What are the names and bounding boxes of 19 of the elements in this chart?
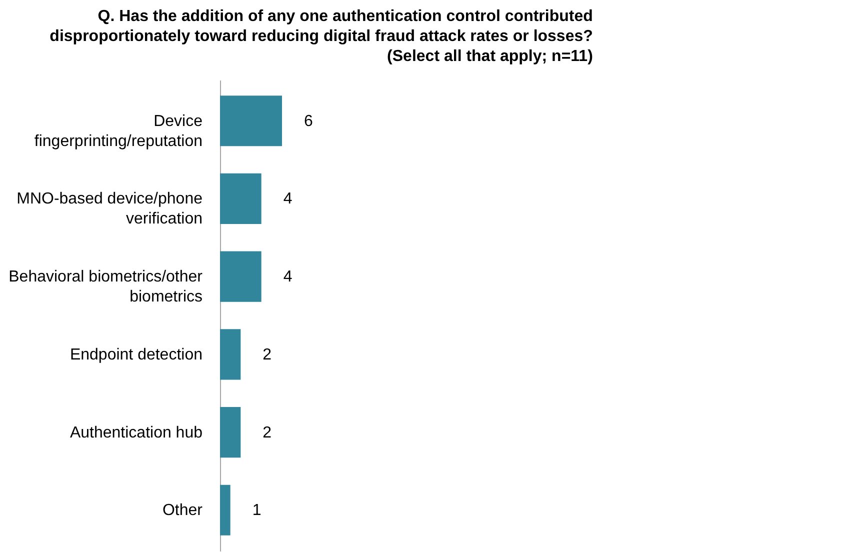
data-label: 4 [283, 190, 292, 208]
y-tick-label: Device fingerprinting/reputation [34, 112, 203, 150]
data-label: 6 [304, 112, 313, 130]
bar [220, 173, 262, 224]
y-tick-label: MNO-based device/phone verification [16, 190, 203, 228]
data-label: 2 [262, 346, 272, 364]
data-label: 4 [283, 268, 292, 286]
text: Q. Has the addition of any one authentication control contributed disproportionately toward reducing digital fraud attack rates or losses? (Select all that apply; n=11) [50, 8, 593, 65]
y-tick-label: Other [162, 502, 204, 520]
bar [220, 484, 230, 536]
data-label: 1 [252, 502, 262, 520]
bar [220, 251, 262, 302]
bar [220, 406, 241, 458]
bar [220, 329, 241, 380]
y-tick-label: Endpoint detection [70, 346, 202, 364]
bar [220, 96, 282, 146]
data-label: 2 [262, 424, 272, 442]
y-tick-label: Behavioral biometrics/other biometrics [8, 268, 204, 306]
y-tick-label: Authentication hub [70, 424, 203, 442]
